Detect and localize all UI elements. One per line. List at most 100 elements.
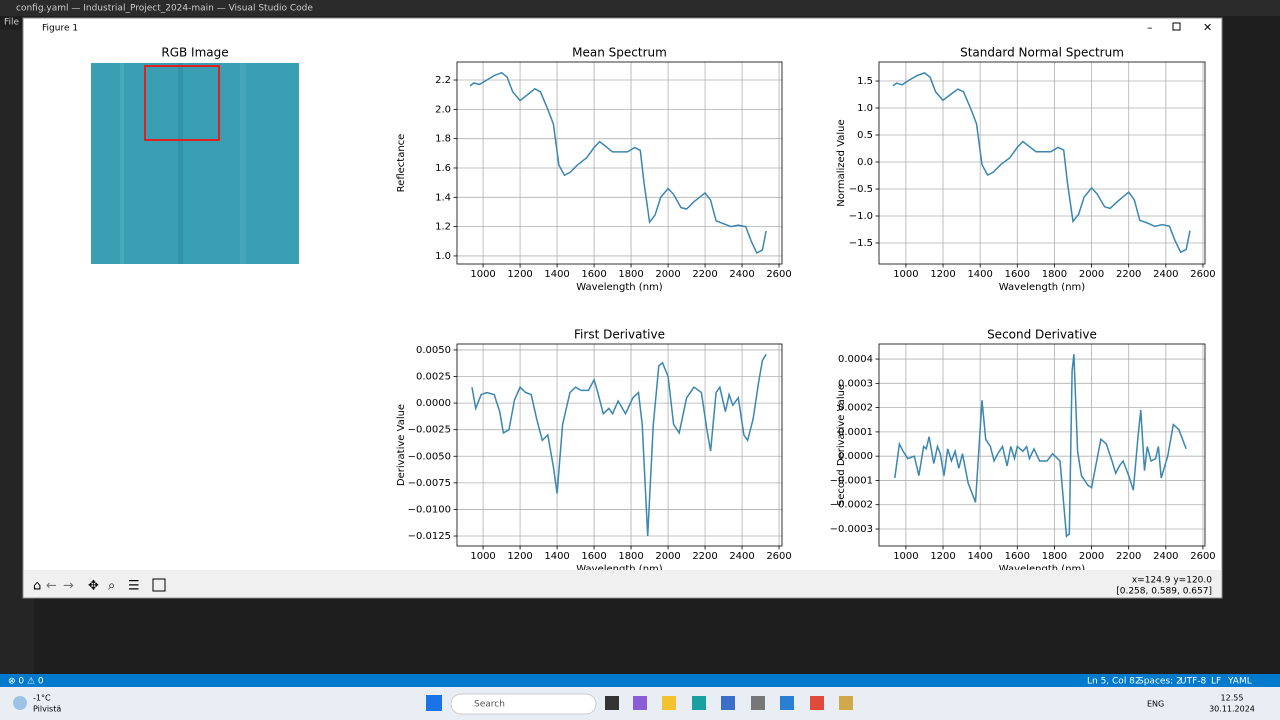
date[interactable]: 30.11.2024 — [1209, 705, 1255, 714]
image-stripe — [240, 63, 246, 264]
weather-icon — [13, 696, 27, 710]
x-tick-label: 1800 — [1042, 269, 1067, 280]
y-tick-label: 2.0 — [435, 104, 451, 115]
app-icon[interactable] — [780, 696, 794, 710]
y-tick-label: 1.8 — [435, 134, 451, 145]
chart-title: First Derivative — [574, 328, 665, 342]
x-tick-label: 1800 — [618, 269, 643, 280]
config-button[interactable]: ☰ — [128, 579, 140, 594]
y-tick-label: 2.2 — [435, 75, 451, 86]
y-tick-label: 0.0000 — [838, 451, 873, 462]
zoom-button[interactable]: ⌕ — [108, 579, 115, 594]
x-tick-label: 1600 — [1005, 269, 1030, 280]
app-icon[interactable] — [751, 696, 765, 710]
app-title: config.yaml — Industrial_Project_2024-ma… — [16, 4, 313, 14]
y-axis-label: Normalized Value — [836, 119, 847, 206]
y-tick-label: 1.0 — [435, 251, 451, 262]
x-tick-label: 2400 — [729, 269, 754, 280]
app-icon[interactable] — [633, 696, 647, 710]
data-line — [469, 71, 767, 255]
y-tick-label: 0.0025 — [416, 372, 451, 383]
status-spaces[interactable]: Spaces: 2 — [1138, 677, 1182, 687]
close[interactable]: ✕ — [1203, 21, 1212, 34]
x-tick-label: 2600 — [1190, 269, 1215, 280]
x-tick-label: 1400 — [967, 551, 992, 562]
x-axis-label: Wavelength (nm) — [999, 564, 1085, 575]
status-eol[interactable]: LF — [1211, 677, 1221, 687]
y-tick-label: 0.0050 — [416, 345, 451, 356]
y-tick-label: 1.6 — [435, 163, 451, 174]
temperature: -1°C — [33, 694, 51, 703]
app-icon[interactable] — [810, 696, 824, 710]
start-button[interactable] — [426, 695, 442, 711]
x-axis-label: Wavelength (nm) — [576, 564, 662, 575]
pan-button[interactable]: ✥ — [88, 579, 99, 594]
axes-frame — [456, 343, 783, 547]
home-button[interactable]: ⌂ — [33, 579, 41, 594]
x-tick-label: 1000 — [893, 269, 918, 280]
x-tick-label: 1400 — [544, 269, 569, 280]
y-tick-label: 0.0000 — [416, 398, 451, 409]
x-tick-label: 2000 — [655, 269, 680, 280]
x-tick-label: 1200 — [507, 551, 532, 562]
chart-title: Standard Normal Spectrum — [960, 46, 1124, 60]
y-tick-label: 1.2 — [435, 222, 451, 233]
x-tick-label: 1600 — [581, 551, 606, 562]
chart-title: Mean Spectrum — [572, 46, 667, 60]
save-button[interactable] — [152, 578, 166, 592]
x-tick-label: 2200 — [1116, 551, 1141, 562]
x-tick-label: 1000 — [470, 551, 495, 562]
x-tick-label: 2400 — [1153, 269, 1178, 280]
data-line — [471, 353, 767, 537]
app-icon[interactable] — [692, 696, 706, 710]
chart-title: Second Derivative — [987, 328, 1097, 342]
back-button[interactable]: ← — [46, 579, 57, 594]
x-tick-label: 2600 — [766, 269, 791, 280]
y-axis-label: Reflectance — [396, 134, 407, 193]
y-tick-label: −0.0125 — [408, 531, 451, 542]
x-tick-label: 2200 — [1116, 269, 1141, 280]
y-tick-label: −0.0002 — [830, 500, 873, 511]
axes-frame — [878, 61, 1206, 265]
forward-button[interactable]: → — [63, 579, 74, 594]
y-tick-label: −0.0025 — [408, 425, 451, 436]
time[interactable]: 12.55 — [1221, 694, 1244, 703]
status-position[interactable]: Ln 5, Col 82 — [1087, 677, 1141, 687]
status-language[interactable]: YAML — [1227, 677, 1252, 687]
x-tick-label: 1000 — [470, 269, 495, 280]
search-box[interactable] — [450, 693, 597, 715]
lang[interactable]: ENG — [1147, 700, 1164, 709]
x-tick-label: 2000 — [655, 551, 680, 562]
y-tick-label: 0.0004 — [838, 354, 873, 365]
menu-file[interactable]: File — [4, 18, 20, 28]
app-icon[interactable] — [721, 696, 735, 710]
x-tick-label: 1200 — [930, 551, 955, 562]
image-stripe — [178, 63, 183, 264]
x-tick-label: 1600 — [1005, 551, 1030, 562]
x-axis-label: Wavelength (nm) — [999, 282, 1085, 293]
x-tick-label: 1000 — [893, 551, 918, 562]
data-line — [894, 354, 1187, 538]
x-tick-label: 2400 — [1153, 551, 1178, 562]
y-tick-label: −1.0 — [849, 211, 873, 222]
app-icon[interactable] — [605, 696, 619, 710]
minimize[interactable]: – — [1147, 21, 1153, 34]
weather: Pilvistä — [33, 705, 61, 714]
y-axis-label: Derivative Value — [396, 404, 407, 486]
maximize[interactable] — [1172, 22, 1181, 31]
app-icon[interactable] — [662, 696, 676, 710]
y-tick-label: −1.5 — [849, 238, 873, 249]
y-tick-label: 0.0001 — [838, 427, 873, 438]
toolbar — [24, 570, 1221, 597]
y-tick-label: 1.4 — [435, 192, 451, 203]
y-axis-label: Second Derivative Value — [836, 384, 847, 506]
y-tick-label: 1.5 — [857, 76, 873, 87]
search-text: Search — [474, 700, 505, 710]
x-tick-label: 2400 — [729, 551, 754, 562]
status-encoding[interactable]: UTF-8 — [1180, 677, 1207, 687]
y-tick-label: −0.0003 — [830, 524, 873, 535]
x-tick-label: 2600 — [766, 551, 791, 562]
status-problems[interactable]: ⊗ 0 ⚠ 0 — [8, 677, 44, 687]
app-icon[interactable] — [839, 696, 853, 710]
